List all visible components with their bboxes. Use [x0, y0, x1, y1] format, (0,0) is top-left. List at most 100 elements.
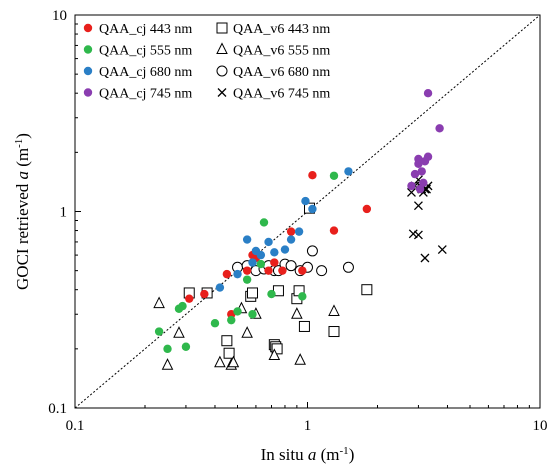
data-point: [278, 266, 287, 275]
series-qaa-cj-680-nm: [215, 167, 353, 292]
data-point: [413, 230, 423, 240]
data-point: [233, 269, 242, 279]
data-point: [298, 266, 307, 275]
data-point: [178, 301, 187, 311]
data-point: [291, 307, 303, 319]
data-point: [362, 204, 372, 214]
legend: QAA_cj 443 nm QAA_cj 555 nm QAA_cj 680 nm Q…: [83, 22, 330, 102]
data-point: [344, 167, 353, 176]
legend-marker: [216, 65, 228, 77]
data-point: [185, 294, 194, 303]
legend-marker: [83, 88, 93, 97]
y-tick-label: 1: [60, 205, 68, 221]
data-point: [233, 307, 242, 316]
data-point: [420, 253, 430, 263]
series-qaa-cj-443-nm: [185, 171, 372, 319]
data-point: [294, 353, 306, 365]
data-point: [361, 284, 373, 296]
axes: 0.1 1 10 0.1 1 10: [48, 8, 547, 434]
legend-label: QAA_v6 555 nm: [233, 44, 330, 59]
data-point: [215, 283, 225, 292]
data-point: [200, 289, 209, 299]
data-points: [153, 88, 447, 370]
data-point: [294, 227, 304, 236]
data-point: [423, 152, 433, 161]
legend-label: QAA_cj 555 nm: [99, 44, 192, 59]
data-point: [242, 266, 252, 275]
data-point: [286, 227, 296, 236]
data-point: [161, 358, 174, 370]
data-point: [248, 310, 257, 319]
x-axis-label: In situ a (m-1): [261, 445, 355, 464]
data-point: [329, 226, 339, 235]
legend-label: QAA_cj 745 nm: [99, 87, 192, 102]
y-tick-label: 10: [52, 8, 67, 24]
data-point: [298, 320, 310, 332]
data-point: [414, 154, 423, 164]
data-point: [173, 326, 185, 338]
data-point: [210, 319, 220, 328]
data-point: [413, 201, 423, 211]
series-qaa-cj-555-nm: [154, 171, 339, 354]
data-point: [154, 327, 164, 336]
data-point: [329, 171, 339, 180]
y-axis-label: GOCI retrieved a (m-1): [13, 133, 32, 290]
data-point: [342, 261, 354, 273]
series-qaa-cj-745-nm: [407, 88, 444, 194]
legend-marker: [217, 88, 227, 97]
data-point: [285, 260, 297, 272]
data-point: [301, 196, 310, 206]
data-point: [214, 355, 226, 368]
data-point: [259, 218, 269, 227]
data-point: [227, 315, 236, 325]
data-point: [227, 355, 240, 368]
data-point: [270, 258, 279, 267]
legend-label: QAA_cj 443 nm: [99, 22, 192, 37]
data-point: [222, 269, 232, 279]
data-point: [280, 245, 290, 254]
data-point: [407, 187, 416, 197]
legend-marker: [83, 23, 93, 33]
data-point: [408, 229, 418, 239]
data-point: [270, 248, 279, 257]
x-tick-label: 0.1: [66, 418, 85, 434]
data-point: [415, 184, 425, 194]
data-point: [268, 348, 281, 361]
data-point: [181, 342, 191, 351]
legend-marker: [216, 42, 228, 54]
data-point: [328, 326, 340, 338]
x-tick-label: 10: [533, 418, 548, 434]
data-point: [242, 275, 252, 284]
data-point: [435, 124, 444, 133]
series-qaa-v6-443-nm: [183, 202, 373, 359]
data-point: [153, 296, 165, 309]
legend-label: QAA_v6 443 nm: [233, 22, 330, 37]
legend-label: QAA_v6 745 nm: [233, 87, 330, 102]
legend-marker: [216, 22, 228, 34]
data-point: [248, 258, 257, 267]
data-point: [437, 245, 447, 255]
legend-label: QAA_v6 680 nm: [233, 65, 330, 80]
data-point: [264, 266, 273, 275]
data-point: [407, 181, 416, 191]
data-point: [256, 250, 266, 260]
data-point: [423, 88, 433, 98]
data-point: [328, 304, 340, 316]
legend-marker: [83, 45, 93, 54]
data-point: [242, 235, 252, 244]
data-point: [256, 259, 266, 269]
data-point: [227, 310, 236, 319]
data-point: [241, 326, 253, 338]
data-point: [316, 265, 328, 277]
data-point: [221, 335, 233, 347]
data-point: [419, 178, 428, 187]
data-point: [223, 347, 235, 359]
x-tick-label: 1: [304, 418, 312, 434]
data-point: [306, 245, 318, 257]
data-point: [298, 292, 307, 301]
data-point: [286, 235, 296, 244]
legend-label: QAA_cj 680 nm: [99, 65, 192, 80]
legend-marker: [83, 66, 93, 76]
y-tick-label: 0.1: [48, 401, 67, 417]
data-point: [264, 237, 273, 247]
